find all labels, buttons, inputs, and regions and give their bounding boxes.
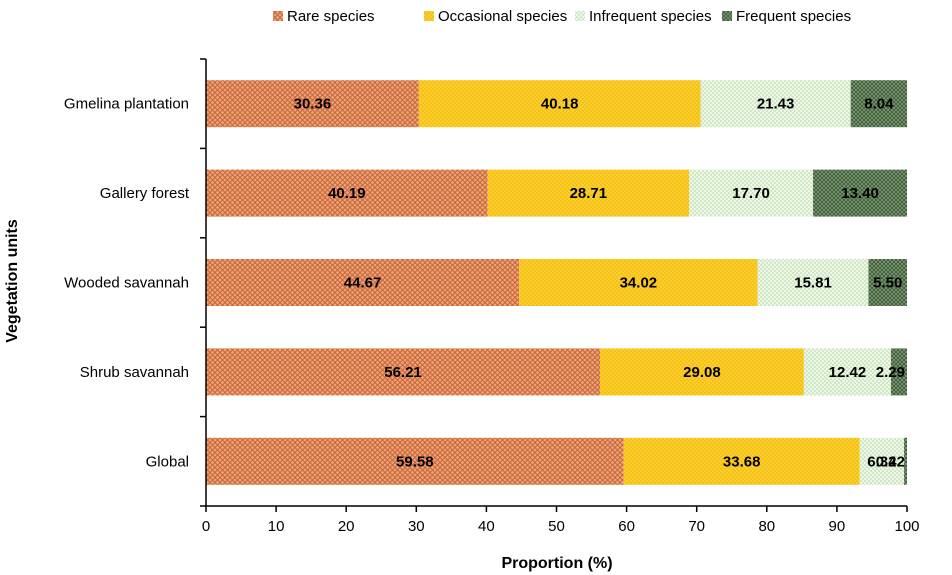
data-label-3-3: 2.29 <box>876 364 905 381</box>
x-tick-label-2: 20 <box>338 518 355 535</box>
legend-swatch-2 <box>575 11 585 21</box>
data-label-3-0: 8.04 <box>864 96 894 113</box>
x-tick-label-1: 10 <box>268 518 285 535</box>
data-label-0-4: 59.58 <box>396 453 434 470</box>
legend-swatch-0 <box>273 11 283 21</box>
x-tick-label-4: 40 <box>478 518 495 535</box>
legend-label-1: Occasional species <box>438 8 567 25</box>
legend-label-2: Infrequent species <box>589 8 712 25</box>
data-label-2-0: 21.43 <box>757 96 795 113</box>
y-tick-label-3: Shrub savannah <box>80 364 189 381</box>
x-tick-label-7: 70 <box>688 518 705 535</box>
bar-1-4 <box>623 437 860 485</box>
axes-group: Gmelina plantation Gallery forest Wooded s… <box>64 58 920 535</box>
data-label-0-2: 44.67 <box>344 275 382 292</box>
data-label-2-4: 6.32 <box>867 453 896 470</box>
data-label-0-0: 30.36 <box>294 96 332 113</box>
legend-swatch-3 <box>722 11 732 21</box>
bar-2-4 <box>859 437 905 485</box>
y-tick-label-4: Global <box>146 453 189 470</box>
bar-2-1 <box>688 169 814 217</box>
bar-3-0 <box>850 80 908 128</box>
x-tick-label-8: 80 <box>758 518 775 535</box>
x-tick-label-3: 30 <box>408 518 425 535</box>
legend-swatch-1 <box>424 11 434 21</box>
data-labels-group: 30.36 40.18 21.43 8.04 40.19 28.71 17.70 13.40 4… <box>294 96 905 471</box>
x-axis-title: Proportion (%) <box>501 555 612 572</box>
data-label-1-0: 40.18 <box>541 96 579 113</box>
data-label-0-3: 56.21 <box>384 364 422 381</box>
data-label-3-4: 0.42 <box>876 453 905 470</box>
bar-0-1 <box>206 169 488 217</box>
x-tick-label-10: 100 <box>894 518 919 535</box>
data-label-2-3: 12.42 <box>829 364 867 381</box>
bar-3-3 <box>890 348 907 396</box>
x-tick-label-6: 60 <box>618 518 635 535</box>
bar-3-4 <box>904 437 907 485</box>
data-label-1-3: 29.08 <box>683 364 721 381</box>
y-tick-label-0: Gmelina plantation <box>64 96 189 113</box>
y-tick-label-1: Gallery forest <box>100 185 190 202</box>
bar-2-0 <box>700 80 851 128</box>
bar-1-3 <box>600 348 804 396</box>
y-tick-label-2: Wooded savannah <box>64 275 189 292</box>
data-label-2-1: 17.70 <box>732 185 770 202</box>
bar-1-0 <box>418 80 701 128</box>
legend-label-3: Frequent species <box>736 8 851 25</box>
x-tick-label-9: 90 <box>829 518 846 535</box>
bar-0-4 <box>206 437 624 485</box>
legend: Rare species Occasional species Infrequent… <box>273 8 851 25</box>
bar-0-0 <box>206 80 419 128</box>
data-label-3-2: 5.50 <box>873 275 902 292</box>
bar-0-2 <box>206 259 520 306</box>
bar-1-2 <box>519 259 758 306</box>
bar-0-3 <box>206 348 601 396</box>
data-label-1-2: 34.02 <box>620 275 658 292</box>
data-label-1-4: 33.68 <box>723 453 761 470</box>
bar-1-1 <box>487 169 689 217</box>
data-label-2-2: 15.81 <box>794 275 832 292</box>
bar-3-2 <box>868 259 907 306</box>
data-label-1-1: 28.71 <box>570 185 608 202</box>
bars-group <box>206 80 908 485</box>
x-tick-label-5: 50 <box>548 518 565 535</box>
y-axis-title: Vegetation units <box>4 219 21 343</box>
data-label-0-1: 40.19 <box>328 185 366 202</box>
data-label-3-1: 13.40 <box>841 185 879 202</box>
bar-2-2 <box>757 259 869 306</box>
x-tick-label-0: 0 <box>202 518 210 535</box>
legend-label-0: Rare species <box>287 8 375 25</box>
bar-3-1 <box>813 169 907 217</box>
bar-2-3 <box>803 348 891 396</box>
